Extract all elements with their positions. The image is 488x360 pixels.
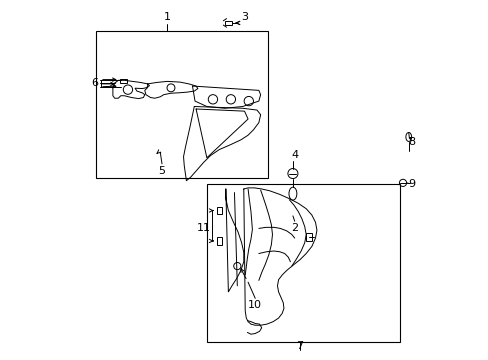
Bar: [206, 184, 400, 342]
Text: 2: 2: [290, 223, 298, 233]
Bar: [224, 21, 231, 25]
Bar: [217, 207, 222, 214]
Ellipse shape: [405, 132, 411, 141]
Text: 8: 8: [407, 138, 415, 147]
Text: 3: 3: [241, 12, 247, 22]
Text: 5: 5: [158, 166, 165, 176]
Text: 4: 4: [290, 150, 298, 160]
Text: 11: 11: [196, 224, 210, 233]
Bar: [120, 79, 126, 83]
Ellipse shape: [288, 187, 296, 200]
Bar: [96, 31, 267, 178]
Text: 7: 7: [296, 341, 303, 351]
Text: 9: 9: [407, 179, 415, 189]
Text: 10: 10: [248, 300, 262, 310]
Text: 1: 1: [163, 12, 170, 22]
Text: 6: 6: [91, 78, 98, 88]
Bar: [217, 237, 222, 244]
Bar: [305, 233, 312, 241]
